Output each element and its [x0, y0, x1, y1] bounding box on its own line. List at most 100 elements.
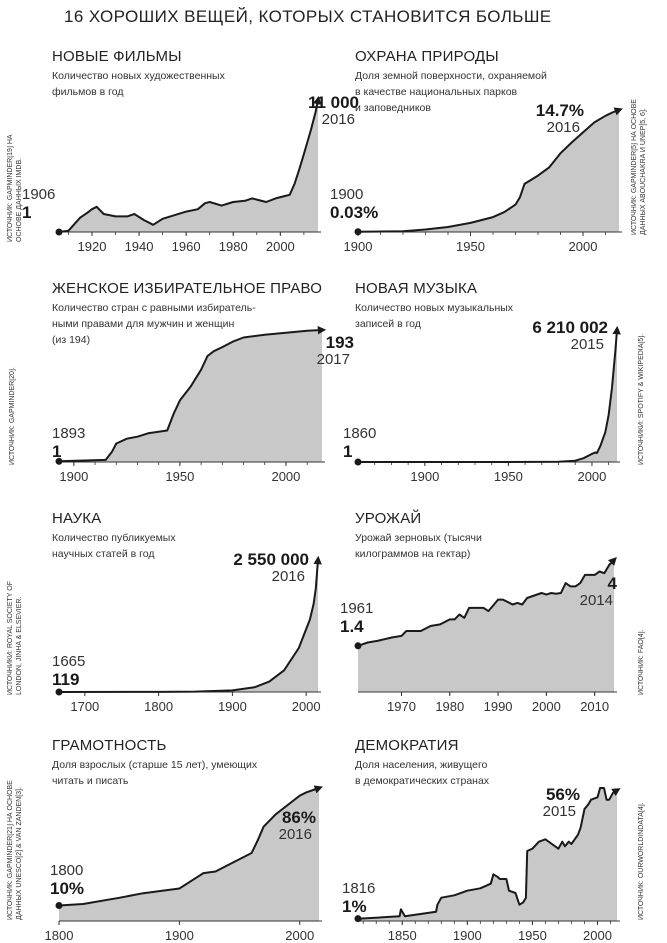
start-year-label: 1893: [52, 425, 86, 442]
chart-6: 1970 1980 1990 2000 2010: [354, 556, 617, 714]
start-year-label: 1860: [343, 425, 377, 442]
end-year-label: 2014: [579, 592, 613, 609]
start-value-label: 119: [52, 670, 80, 689]
chart-subtitle-line: записей в год: [355, 318, 421, 330]
source-line: ИСТОЧНИК: GAPMINDER[19] НА: [7, 134, 14, 242]
start-point: [354, 228, 362, 236]
chart-subtitle-line: Количество новых художественных: [52, 70, 225, 82]
start-value-label: 0.03%: [330, 203, 379, 222]
end-year-label: 2015: [570, 336, 604, 353]
source-note: ИСТОЧНИК: FAO[4].: [637, 615, 646, 695]
x-tick-label: 2000: [285, 928, 314, 943]
x-tick-label: 2000: [266, 239, 295, 254]
area-fill: [358, 560, 614, 692]
chart-subtitle-line: фильмов в год: [52, 86, 124, 98]
x-tick-label: 1980: [435, 699, 464, 714]
chart-subtitle-line: килограммов на гектар): [355, 548, 471, 560]
x-tick-label: 1800: [144, 699, 173, 714]
source-line: ИСТОЧНИКИ: ROYAL SOCIETY OF: [7, 580, 14, 695]
x-tick-label: 1800: [45, 928, 74, 943]
source-line: ИСТОЧНИК: GAPMINDER[21] НА ОСНОВЕ: [7, 780, 14, 920]
source-line: ДАННЫХ ABOUCHAKRA И UNEP[5, 6].: [640, 108, 647, 235]
data-line: [358, 325, 621, 463]
end-value-label: 56%: [545, 785, 580, 804]
data-line: [58, 95, 322, 233]
end-year-label: 2017: [316, 351, 350, 368]
x-tick-label: 2010: [580, 699, 609, 714]
chart-subtitle-line: Количество новых музыкальных: [355, 302, 514, 314]
source-note: ИСТОЧНИК: GAPMINDER[5] НА ОСНОВЕ ДАННЫХ A…: [630, 75, 648, 235]
x-tick-label: 2000: [271, 469, 300, 484]
x-tick-label: 2000: [569, 239, 598, 254]
x-tick-label: 1960: [172, 239, 201, 254]
x-tick-label: 1900: [59, 469, 88, 484]
start-point: [55, 457, 63, 465]
chart-subtitle-line: и заповедников: [355, 102, 431, 114]
start-point: [55, 228, 63, 236]
source-line: ДАННЫХ UNESCO[2] & VAN ZANDEN[3].: [16, 787, 23, 920]
source-note: ИСТОЧНИК: GAPMINDER[21] НА ОСНОВЕ ДАННЫХ …: [6, 760, 24, 920]
area-fill: [59, 560, 318, 692]
chart-subtitle-line: в демократических странах: [355, 775, 490, 787]
start-point: [354, 458, 362, 466]
data-line: [357, 787, 621, 920]
source-note: ИСТОЧНИК: GAPMINDER[20].: [8, 330, 17, 465]
start-value-label: 1.4: [340, 617, 364, 636]
chart-title: ГРАМОТНОСТЬ: [52, 737, 167, 754]
x-tick-label: 1950: [518, 928, 547, 943]
start-year-label: 1961: [340, 600, 374, 617]
data-line: [58, 555, 322, 693]
chart-2: 1900 1950 2000: [344, 107, 623, 254]
x-tick-label: 1980: [219, 239, 248, 254]
chart-subtitle-line: в качестве национальных парков: [355, 86, 518, 98]
end-value-label: 2 550 000: [233, 550, 309, 569]
chart-5: 1700 1800 1900 2000: [55, 555, 322, 714]
x-tick-label: 1950: [456, 239, 485, 254]
start-year-label: 1906: [22, 186, 56, 203]
start-year-label: 1900: [330, 186, 364, 203]
source-line: ИСТОЧНИК: FAO[4].: [638, 629, 645, 695]
x-tick-label: 2000: [583, 928, 612, 943]
page-title: 16 ХОРОШИХ ВЕЩЕЙ, КОТОРЫХ СТАНОВИТСЯ БОЛ…: [64, 7, 552, 26]
chart-subtitle-line: Количество публикуемых: [52, 532, 176, 544]
data-line: [58, 785, 323, 907]
area-fill: [358, 110, 619, 232]
chart-subtitle-line: (из 194): [52, 334, 91, 346]
chart-title: ЖЕНСКОЕ ИЗБИРАТЕЛЬНОЕ ПРАВО: [52, 280, 323, 297]
chart-title: НАУКА: [52, 510, 102, 527]
end-value-label: 6 210 002: [532, 318, 608, 337]
x-tick-label: 1900: [410, 469, 439, 484]
source-line: ИСТОЧНИК: OURWORLDINDATA[4].: [638, 802, 645, 920]
chart-4: 1900 1950 2000: [354, 325, 621, 484]
chart-subtitle-line: читать и писать: [52, 775, 129, 787]
start-value-label: 1: [343, 442, 353, 461]
end-year-label: 2016: [321, 111, 355, 128]
end-year-label: 2016: [278, 826, 312, 843]
x-tick-label: 1950: [165, 469, 194, 484]
x-tick-label: 1920: [78, 239, 107, 254]
end-year-label: 2015: [542, 803, 576, 820]
chart-title: УРОЖАЙ: [355, 510, 422, 527]
start-point: [354, 642, 362, 650]
source-note: ИСТОЧНИКИ: SPOTIFY & WIKIPEDIA[5].: [637, 310, 646, 465]
x-tick-label: 2000: [577, 469, 606, 484]
start-point: [354, 915, 362, 923]
start-value-label: 1%: [342, 897, 367, 916]
chart-subtitle-line: Количество стран с равными избиратель-: [52, 302, 256, 314]
x-tick-label: 1900: [218, 699, 247, 714]
x-tick-label: 1900: [453, 928, 482, 943]
x-tick-label: 1950: [494, 469, 523, 484]
area-fill: [59, 330, 322, 462]
start-year-label: 1800: [50, 862, 84, 879]
start-point: [55, 688, 63, 696]
chart-title: НОВЫЕ ФИЛЬМЫ: [52, 48, 182, 65]
data-line: [357, 107, 623, 233]
x-tick-label: 1970: [387, 699, 416, 714]
chart-subtitle-line: ными правами для мужчин и женщин: [52, 318, 235, 330]
x-tick-label: 1900: [344, 239, 373, 254]
x-tick-label: 2000: [532, 699, 561, 714]
data-line: [357, 556, 617, 647]
end-value-label: 86%: [281, 808, 316, 827]
x-tick-label: 1940: [125, 239, 154, 254]
